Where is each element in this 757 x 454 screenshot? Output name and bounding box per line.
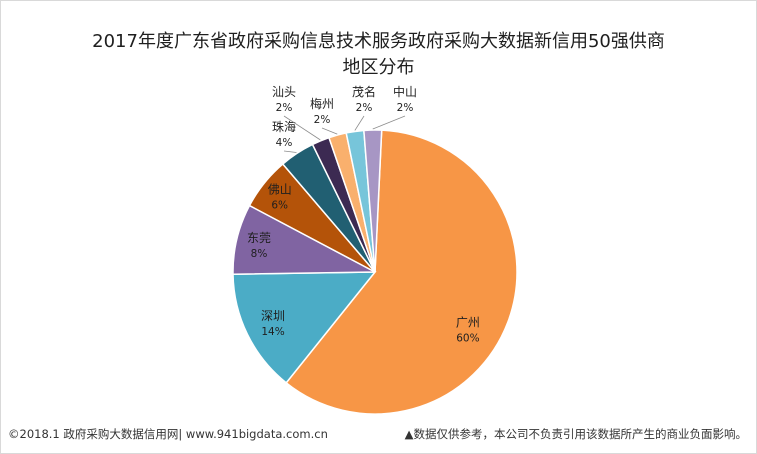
slice-label-1: 广州: [456, 315, 480, 329]
slice-label-5: 珠海: [272, 119, 296, 134]
leader-line-6: [283, 115, 321, 141]
leader-line-9: [372, 115, 406, 130]
slice-label-9: 中山: [393, 84, 417, 99]
pie-slice-9: [363, 129, 383, 273]
slice-label-4: 佛山: [268, 183, 292, 197]
slice-label-6: 汕头: [272, 85, 296, 99]
pie-slice-2: [232, 271, 377, 384]
footer-source: ©2018.1 政府采购大数据信用网| www.941bigdata.com.c…: [8, 427, 328, 441]
slice-percent-3: 8%: [251, 248, 268, 260]
leader-line-7: [321, 127, 338, 135]
slice-percent-5: 4%: [276, 137, 293, 149]
chart-title-line-2: 地区分布: [342, 57, 415, 78]
slice-percent-9: 2%: [397, 102, 414, 114]
leader-line-5: [283, 150, 297, 153]
slice-percent-4: 6%: [271, 200, 288, 212]
slice-label-8: 茂名: [352, 84, 376, 99]
slice-percent-1: 60%: [456, 332, 479, 344]
chart-title-line-1: 2017年度广东省政府采购信息技术服务政府采购大数据新信用50强供商: [92, 31, 665, 52]
footer-disclaimer: ▲数据仅供参考，本公司不负责引用该数据所产生的商业负面影响。: [404, 427, 747, 441]
leader-line-8: [354, 115, 365, 131]
slice-percent-6: 2%: [276, 102, 293, 114]
slice-percent-7: 2%: [314, 114, 331, 126]
slice-percent-2: 14%: [261, 326, 284, 338]
slice-label-7: 梅州: [310, 96, 334, 111]
slice-label-3: 东莞: [247, 231, 271, 245]
slice-label-2: 深圳: [261, 309, 285, 323]
slice-percent-8: 2%: [356, 102, 373, 114]
pie-slice-1: [285, 129, 518, 415]
